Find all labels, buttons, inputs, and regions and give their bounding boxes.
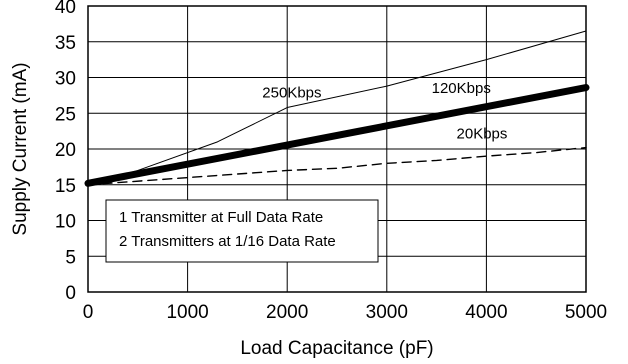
plot-frame bbox=[87, 5, 587, 293]
x-tick-label: 4000 bbox=[465, 302, 507, 323]
series-line-120kbps bbox=[84, 84, 590, 187]
y-tick-label: 40 bbox=[55, 0, 76, 18]
y-axis-label: Supply Current (mA) bbox=[10, 62, 31, 235]
y-tick-label: 15 bbox=[55, 176, 76, 197]
y-tick-label: 35 bbox=[55, 33, 76, 54]
series-annotations: 250Kbps 120Kbps 20Kbps bbox=[262, 80, 507, 142]
x-tick-labels: 0 1000 2000 3000 4000 5000 bbox=[83, 302, 607, 323]
y-tick-labels: 0 5 10 15 20 25 30 35 40 bbox=[55, 0, 76, 304]
legend-box bbox=[105, 199, 379, 263]
legend-line: 2 Transmitters at 1/16 Data Rate bbox=[119, 233, 336, 250]
y-tick-label: 20 bbox=[55, 140, 76, 161]
series-lines bbox=[84, 30, 590, 187]
legend-line: 1 Transmitter at Full Data Rate bbox=[119, 209, 323, 226]
y-tick-label: 30 bbox=[55, 69, 76, 90]
x-axis-label: Load Capacitance (pF) bbox=[240, 338, 433, 359]
y-tick-label: 25 bbox=[55, 104, 76, 125]
series-annotation: 20Kbps bbox=[457, 125, 508, 142]
x-tick-label: 3000 bbox=[366, 302, 408, 323]
x-tick-label: 2000 bbox=[266, 302, 308, 323]
y-tick-label: 5 bbox=[65, 247, 76, 268]
series-line-250kbps bbox=[87, 30, 587, 186]
y-tick-label: 0 bbox=[65, 283, 76, 304]
x-tick-label: 5000 bbox=[565, 302, 607, 323]
series-annotation: 120Kbps bbox=[432, 80, 491, 97]
series-line-20kbps bbox=[87, 146, 587, 186]
x-tick-label: 1000 bbox=[166, 302, 208, 323]
legend: 1 Transmitter at Full Data Rate 2 Transmi… bbox=[119, 209, 336, 250]
y-tick-label: 10 bbox=[55, 212, 76, 233]
x-tick-label: 0 bbox=[83, 302, 94, 323]
series-annotation: 250Kbps bbox=[262, 85, 321, 102]
